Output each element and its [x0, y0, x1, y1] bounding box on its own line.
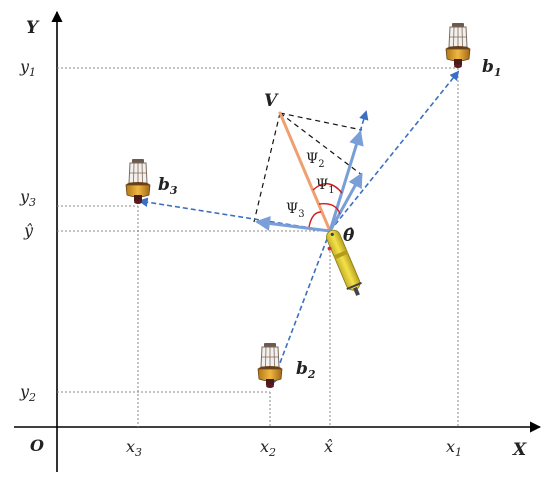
x-tick-x3: x3	[126, 437, 142, 459]
projection-arrows	[255, 130, 364, 233]
x-tick-labels: x3 x2 x̂ x1	[126, 437, 462, 459]
y-tick-labels: y1 y3 ŷ y2	[19, 57, 36, 404]
vehicle-heading-label: θ̂	[343, 226, 355, 246]
x-tick-x2: x2	[260, 437, 276, 459]
vehicle	[326, 229, 362, 296]
guide-lines	[57, 67, 459, 427]
x-tick-x1: x1	[446, 437, 462, 459]
x-tick-xhat: x̂	[324, 437, 333, 456]
y-tick-yhat: ŷ	[23, 221, 34, 240]
velocity-vector	[278, 111, 332, 233]
beacon-b1-label: b1	[482, 57, 502, 79]
origin-label: O	[30, 436, 44, 455]
angle-psi3-label: Ψ3	[286, 201, 305, 220]
y-tick-y2: y2	[19, 382, 36, 404]
beacon-b2-label: b2	[296, 359, 316, 381]
beacon-b3-label: b3	[158, 175, 178, 197]
buoy-b2-icon	[257, 342, 283, 389]
x-axis-label: X	[512, 440, 527, 460]
angle-psi1-label: Ψ1	[316, 177, 335, 196]
buoy-b1-icon	[445, 22, 471, 69]
velocity-label: V	[264, 91, 279, 111]
angle-psi2-label: Ψ2	[306, 151, 325, 170]
buoy-b3-icon	[125, 158, 151, 205]
y-tick-y3: y3	[19, 187, 36, 209]
y-tick-y1: y1	[19, 57, 36, 79]
velocity-projection-lines	[253, 112, 363, 223]
angle-arcs	[308, 183, 343, 228]
y-axis-label: Y	[26, 18, 40, 38]
